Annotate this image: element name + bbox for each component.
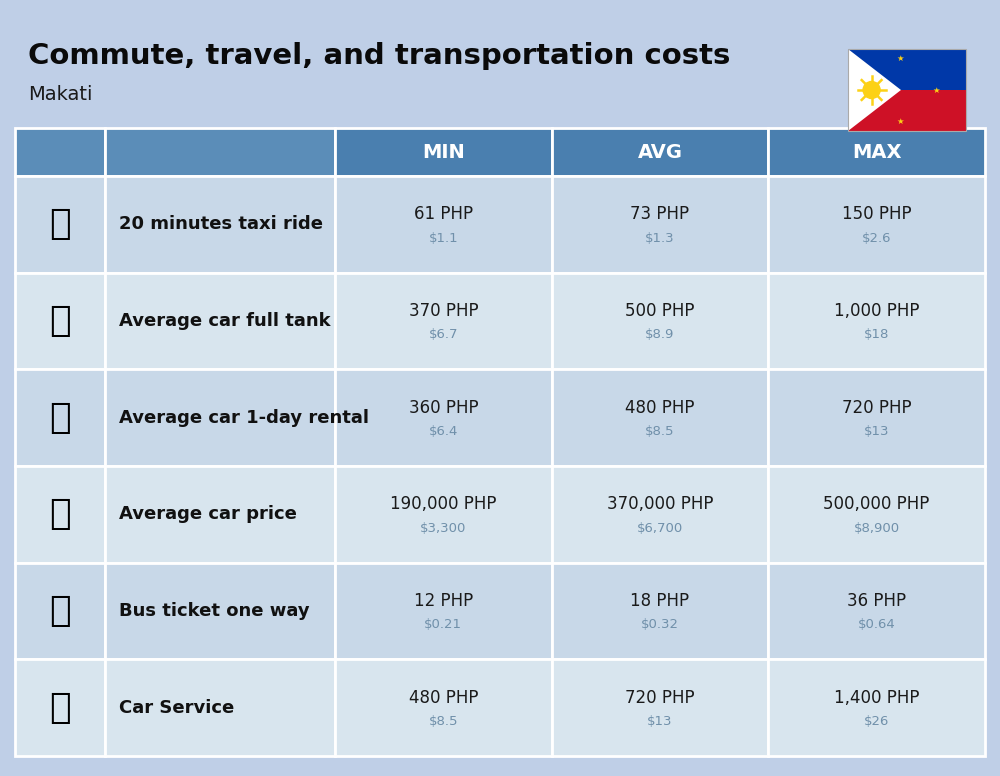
Bar <box>552 466 768 563</box>
Text: ★: ★ <box>933 85 940 95</box>
Bar <box>848 49 966 131</box>
Bar <box>768 272 985 369</box>
Text: 500 PHP: 500 PHP <box>625 302 695 320</box>
Text: Bus ticket one way: Bus ticket one way <box>119 602 310 620</box>
Text: 480 PHP: 480 PHP <box>625 399 695 417</box>
Text: $8.5: $8.5 <box>645 425 675 438</box>
Text: 🚙: 🚙 <box>49 400 71 435</box>
Bar <box>15 466 105 563</box>
Text: 🛢: 🛢 <box>49 304 71 338</box>
Bar <box>15 272 105 369</box>
Bar <box>335 466 552 563</box>
Text: 20 minutes taxi ride: 20 minutes taxi ride <box>119 215 323 234</box>
Text: 1,400 PHP: 1,400 PHP <box>834 688 919 707</box>
Bar <box>105 272 335 369</box>
Bar <box>335 128 552 176</box>
Text: Makati: Makati <box>28 85 92 103</box>
Bar <box>552 369 768 466</box>
Text: 720 PHP: 720 PHP <box>842 399 911 417</box>
Text: 500,000 PHP: 500,000 PHP <box>823 495 930 514</box>
Text: 480 PHP: 480 PHP <box>409 688 478 707</box>
Text: 🚗: 🚗 <box>49 497 71 532</box>
Text: 1,000 PHP: 1,000 PHP <box>834 302 919 320</box>
Text: $8.5: $8.5 <box>429 715 458 728</box>
Text: $6.4: $6.4 <box>429 425 458 438</box>
Bar <box>15 563 105 660</box>
Bar <box>552 176 768 272</box>
Text: $1.1: $1.1 <box>429 232 458 245</box>
Bar <box>848 49 966 131</box>
Bar <box>335 369 552 466</box>
Text: MAX: MAX <box>852 143 901 161</box>
Text: Average car 1-day rental: Average car 1-day rental <box>119 409 369 427</box>
Text: $3,300: $3,300 <box>420 521 467 535</box>
Bar <box>768 660 985 756</box>
Text: $13: $13 <box>647 715 673 728</box>
Text: MIN: MIN <box>422 143 465 161</box>
Text: 18 PHP: 18 PHP <box>630 592 690 610</box>
Bar <box>15 660 105 756</box>
Bar <box>105 176 335 272</box>
Text: $6.7: $6.7 <box>429 328 458 341</box>
Text: 720 PHP: 720 PHP <box>625 688 695 707</box>
Text: $18: $18 <box>864 328 889 341</box>
Text: Car Service: Car Service <box>119 698 234 717</box>
Text: 🚕: 🚕 <box>49 207 71 241</box>
Text: Average car price: Average car price <box>119 505 297 523</box>
Text: $8,900: $8,900 <box>854 521 900 535</box>
Bar <box>552 272 768 369</box>
Bar <box>105 466 335 563</box>
Bar <box>768 563 985 660</box>
Text: 370,000 PHP: 370,000 PHP <box>607 495 713 514</box>
Bar <box>768 128 985 176</box>
Text: ★: ★ <box>896 54 904 64</box>
Text: $2.6: $2.6 <box>862 232 891 245</box>
Polygon shape <box>848 90 966 131</box>
Text: 150 PHP: 150 PHP <box>842 206 911 223</box>
Text: $26: $26 <box>864 715 889 728</box>
Text: $6,700: $6,700 <box>637 521 683 535</box>
Bar <box>768 369 985 466</box>
Text: AVG: AVG <box>638 143 682 161</box>
Text: ★: ★ <box>896 116 904 126</box>
Text: $8.9: $8.9 <box>645 328 675 341</box>
Text: Commute, travel, and transportation costs: Commute, travel, and transportation cost… <box>28 42 730 70</box>
Text: 360 PHP: 360 PHP <box>409 399 478 417</box>
Bar <box>15 369 105 466</box>
Text: Average car full tank: Average car full tank <box>119 312 331 330</box>
Bar <box>15 128 105 176</box>
Bar <box>15 176 105 272</box>
Bar <box>552 563 768 660</box>
Text: 36 PHP: 36 PHP <box>847 592 906 610</box>
Text: 61 PHP: 61 PHP <box>414 206 473 223</box>
Bar <box>768 466 985 563</box>
Bar <box>105 369 335 466</box>
Text: $0.32: $0.32 <box>641 618 679 632</box>
Text: 12 PHP: 12 PHP <box>414 592 473 610</box>
Bar <box>552 660 768 756</box>
Bar <box>335 176 552 272</box>
Bar <box>335 660 552 756</box>
Text: 🚌: 🚌 <box>49 594 71 628</box>
Text: 190,000 PHP: 190,000 PHP <box>390 495 497 514</box>
Bar <box>335 272 552 369</box>
Bar <box>552 128 768 176</box>
Bar <box>105 660 335 756</box>
Text: $0.64: $0.64 <box>858 618 896 632</box>
Text: 🔧: 🔧 <box>49 691 71 725</box>
Polygon shape <box>848 49 901 131</box>
Polygon shape <box>848 49 966 90</box>
Text: 370 PHP: 370 PHP <box>409 302 478 320</box>
Text: 73 PHP: 73 PHP <box>630 206 690 223</box>
Bar <box>335 563 552 660</box>
Circle shape <box>863 81 880 99</box>
Text: $0.21: $0.21 <box>424 618 462 632</box>
Text: $1.3: $1.3 <box>645 232 675 245</box>
Text: $13: $13 <box>864 425 889 438</box>
Bar <box>768 176 985 272</box>
Bar <box>105 128 335 176</box>
Bar <box>105 563 335 660</box>
